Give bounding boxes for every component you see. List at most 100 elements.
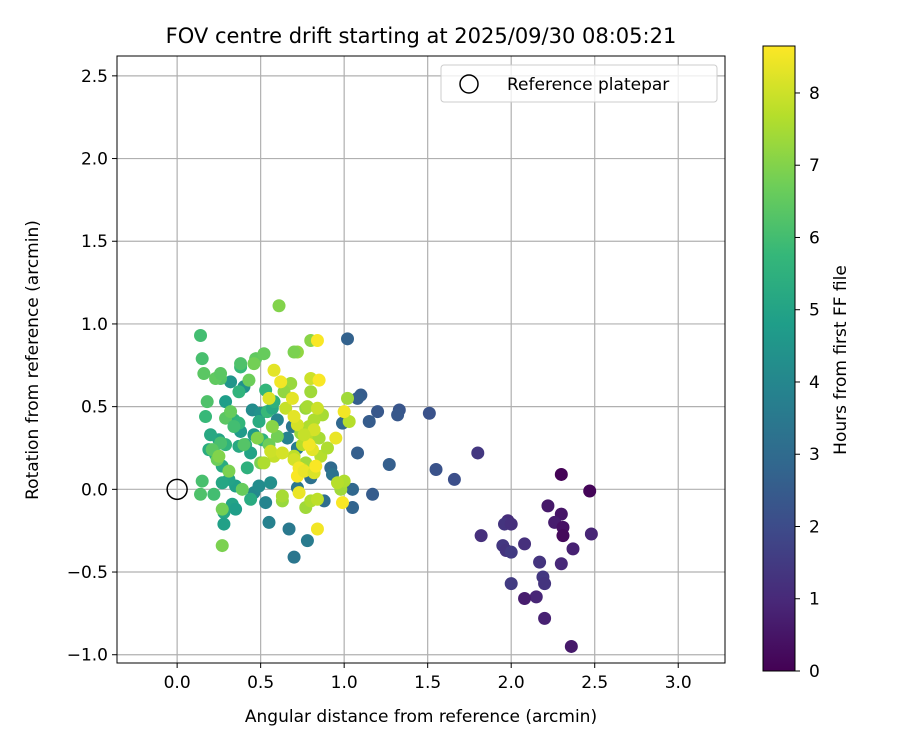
data-point: [262, 515, 276, 529]
data-point: [310, 333, 324, 347]
data-point: [429, 462, 443, 476]
data-point: [351, 446, 365, 460]
legend-box: [440, 64, 718, 103]
data-point: [297, 428, 311, 442]
data-point: [391, 408, 405, 422]
data-point: [371, 405, 385, 419]
data-point: [275, 446, 289, 460]
y-tick-label: −0.5: [67, 563, 108, 583]
data-point: [556, 529, 570, 543]
colorbar-gradient: [762, 45, 796, 672]
data-point: [194, 329, 208, 343]
data-point: [252, 415, 266, 429]
y-tick-label: 0.0: [81, 480, 108, 500]
data-point: [518, 537, 532, 551]
data-point: [214, 367, 228, 381]
data-point: [282, 522, 296, 536]
data-point: [240, 461, 254, 475]
data-point: [267, 363, 281, 377]
data-point: [237, 438, 251, 452]
reference-marker: [166, 478, 188, 501]
data-point: [554, 467, 568, 481]
data-point: [309, 459, 323, 473]
data-point: [195, 352, 209, 366]
data-point: [287, 345, 301, 359]
data-point: [320, 441, 334, 455]
data-point: [310, 522, 324, 536]
y-tick-label: 2.0: [81, 150, 108, 170]
data-point: [195, 474, 209, 488]
y-tick-label: 0.5: [81, 398, 108, 418]
data-point: [229, 502, 243, 516]
data-point: [257, 347, 271, 361]
reference-platepar-marker: [166, 478, 188, 501]
data-point: [342, 415, 356, 429]
data-point: [217, 517, 231, 531]
colorbar-tick-label: 2: [809, 517, 820, 537]
data-point: [310, 401, 324, 415]
data-point: [235, 482, 249, 496]
data-point: [566, 542, 580, 556]
data-point: [362, 415, 376, 429]
data-point: [215, 476, 229, 490]
y-tick-label: 2.5: [81, 67, 108, 87]
data-point: [474, 529, 488, 543]
data-point: [287, 550, 301, 564]
data-point: [242, 373, 256, 387]
data-point: [504, 545, 518, 559]
data-point: [270, 429, 284, 443]
data-point: [257, 456, 271, 470]
data-point: [280, 431, 294, 445]
colorbar: 0 1 2 3 4 5 6 7 8 Hours from first FF file: [762, 45, 851, 682]
legend-label: Reference platepar: [507, 75, 669, 95]
y-axis-label: Rotation from reference (arcmin): [23, 220, 43, 500]
data-point: [341, 391, 355, 405]
colorbar-label: Hours from first FF file: [831, 265, 851, 455]
data-point: [346, 501, 360, 515]
data-point: [304, 385, 318, 399]
data-point: [533, 555, 547, 569]
data-point: [274, 375, 288, 389]
data-point: [583, 484, 597, 498]
data-point: [259, 496, 273, 510]
data-point: [194, 487, 208, 501]
x-tick-label: 3.0: [665, 673, 692, 693]
data-point: [285, 391, 299, 405]
x-axis-ticks: 0.0 0.5 1.0 1.5 2.0 2.5 3.0: [164, 663, 692, 693]
data-point: [351, 391, 365, 405]
data-point: [310, 492, 324, 506]
data-point: [224, 375, 238, 389]
data-point: [287, 410, 301, 424]
data-point: [447, 472, 461, 486]
data-point: [247, 357, 261, 371]
data-point: [504, 577, 518, 591]
x-tick-label: 2.5: [581, 673, 608, 693]
data-point: [227, 419, 241, 433]
data-point: [222, 464, 236, 478]
data-point: [302, 438, 316, 452]
data-point: [275, 489, 289, 503]
data-point: [264, 444, 278, 458]
data-point: [422, 406, 436, 420]
data-point: [312, 373, 326, 387]
data-point: [232, 385, 246, 399]
data-point: [300, 534, 314, 548]
x-tick-label: 0.0: [164, 673, 191, 693]
data-point: [279, 401, 293, 415]
data-point: [564, 639, 578, 653]
data-point: [529, 590, 543, 604]
data-point: [207, 487, 221, 501]
data-point: [297, 464, 311, 478]
data-point: [272, 299, 286, 313]
data-points: [194, 299, 598, 653]
data-point: [518, 591, 532, 605]
data-point: [300, 400, 314, 414]
data-point: [215, 502, 229, 516]
y-tick-label: −1.0: [67, 646, 108, 666]
data-point: [215, 539, 229, 553]
data-point: [335, 496, 349, 510]
data-point: [330, 476, 344, 490]
data-point: [224, 405, 238, 419]
data-point: [219, 395, 233, 409]
y-tick-label: 1.5: [81, 232, 108, 252]
